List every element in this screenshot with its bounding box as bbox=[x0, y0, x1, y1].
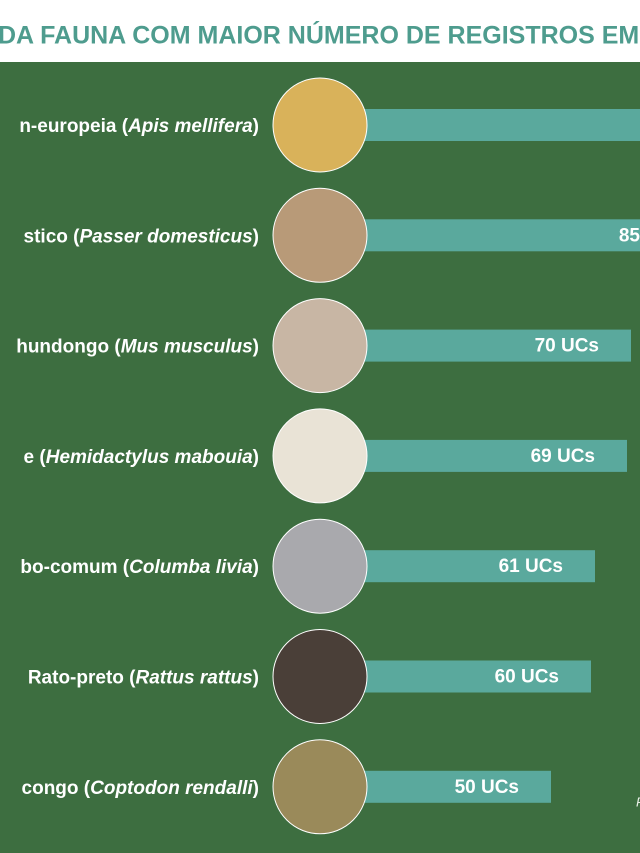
bar bbox=[351, 770, 551, 803]
category-label-part: Passer domesticus bbox=[79, 226, 252, 247]
bar bbox=[351, 109, 640, 141]
value-label: 50 UCs bbox=[455, 777, 519, 798]
species-photo bbox=[272, 629, 368, 724]
category-label-part: stico ( bbox=[24, 226, 81, 247]
bar bbox=[351, 329, 631, 362]
species-photo bbox=[272, 408, 368, 504]
category-label-part: hundongo ( bbox=[16, 337, 121, 358]
category-label-part: ) bbox=[253, 557, 259, 578]
category-label-part: e ( bbox=[24, 447, 47, 468]
category-label-part: ) bbox=[253, 668, 259, 689]
value-label: 69 UCs bbox=[531, 446, 595, 467]
category-label-part: Mus musculus bbox=[121, 337, 253, 358]
category-label-part: ) bbox=[253, 778, 259, 799]
bar bbox=[351, 550, 595, 583]
category-label: hundongo (Mus musculus) bbox=[16, 337, 259, 358]
category-label-part: ) bbox=[253, 337, 259, 358]
category-label-part: Columba livia bbox=[129, 557, 253, 578]
category-label-part: bo-comum ( bbox=[20, 557, 129, 578]
category-label: bo-comum (Columba livia) bbox=[20, 557, 259, 578]
value-label: 61 UCs bbox=[499, 556, 563, 577]
bar bbox=[351, 439, 627, 472]
value-label: 60 UCs bbox=[495, 667, 559, 688]
title-band bbox=[0, 0, 640, 62]
species-photo bbox=[272, 298, 368, 394]
category-label: n-europeia (Apis mellifera) bbox=[19, 116, 259, 137]
bar bbox=[351, 219, 640, 252]
chart-title: DA FAUNA COM MAIOR NÚMERO DE REGISTROS E… bbox=[0, 20, 639, 50]
category-label-part: ) bbox=[253, 226, 259, 247]
category-label-part: ) bbox=[253, 116, 259, 137]
source-note: F bbox=[636, 794, 640, 809]
category-label-part: ) bbox=[253, 447, 259, 468]
category-label-part: Rato-preto ( bbox=[28, 668, 136, 689]
category-label-part: Coptodon rendalli bbox=[90, 778, 253, 799]
category-label-part: Rattus rattus bbox=[135, 668, 252, 689]
category-label-part: n-europeia ( bbox=[19, 116, 128, 137]
category-label-part: Apis mellifera bbox=[127, 116, 253, 137]
value-label: 85 U bbox=[619, 225, 640, 246]
species-photo bbox=[272, 518, 368, 614]
category-label: stico (Passer domesticus) bbox=[24, 226, 259, 247]
species-photo bbox=[272, 739, 368, 835]
category-label-part: Hemidactylus mabouia bbox=[46, 447, 253, 468]
category-label: e (Hemidactylus mabouia) bbox=[24, 447, 259, 468]
species-photo bbox=[272, 187, 368, 283]
bar bbox=[351, 660, 591, 693]
category-label-part: congo ( bbox=[22, 778, 91, 799]
value-label: 70 UCs bbox=[535, 336, 599, 357]
category-label: congo (Coptodon rendalli) bbox=[22, 778, 259, 799]
category-label: Rato-preto (Rattus rattus) bbox=[28, 668, 259, 689]
species-photo bbox=[272, 77, 368, 173]
